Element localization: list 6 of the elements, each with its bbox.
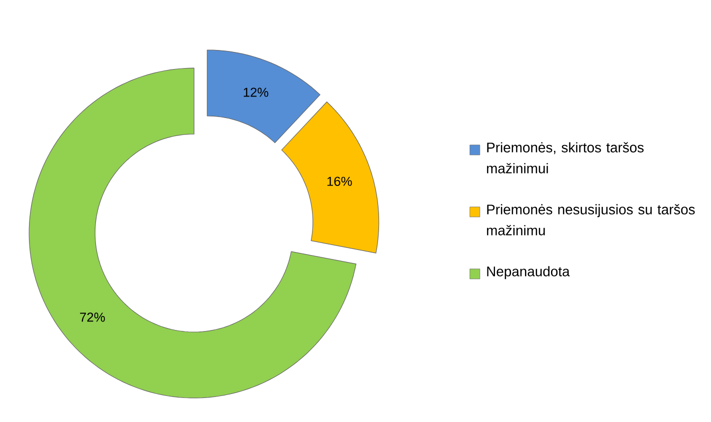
data-label: 16%	[327, 176, 352, 186]
legend-label: Nepanaudota	[487, 266, 570, 280]
data-label: 72%	[80, 312, 105, 322]
legend-label: Priemonės nesusijusios su taršos mažinimu	[486, 204, 695, 236]
legend-label: Priemonės, skirtos taršos mažinimui	[486, 142, 644, 174]
data-label: 12%	[244, 88, 268, 97]
